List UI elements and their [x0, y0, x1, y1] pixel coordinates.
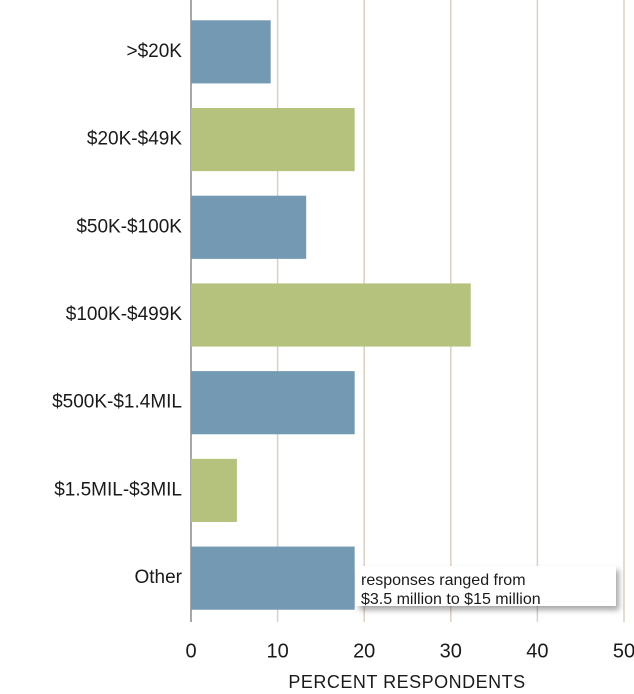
bar	[191, 371, 355, 435]
y-tick-label: $1.5MIL-$3MIL	[54, 479, 182, 500]
y-tick-label: $500K-$1.4MIL	[52, 392, 182, 413]
x-axis-label: PERCENT RESPONDENTS	[288, 672, 525, 692]
x-tick-label: 10	[266, 640, 288, 662]
y-tick-label: $50K-$100K	[76, 216, 182, 237]
bar	[191, 107, 355, 172]
y-tick-label: $20K-$49K	[87, 129, 182, 150]
annotation-text: responses ranged from	[361, 572, 526, 589]
annotation-text: $3.5 million to $15 million	[361, 591, 541, 608]
x-tick-label: 30	[440, 640, 462, 662]
y-tick-label: >$20K	[127, 41, 183, 62]
x-tick-label: 40	[526, 640, 548, 662]
bar	[191, 283, 471, 347]
y-tick-label: $100K-$499K	[66, 304, 183, 325]
bar	[191, 20, 271, 84]
bar	[191, 195, 307, 259]
bar	[191, 458, 237, 523]
x-tick-label: 20	[353, 640, 375, 662]
y-tick-label: Other	[134, 567, 182, 588]
bar	[191, 546, 355, 610]
annotation-box	[356, 566, 616, 606]
x-tick-label: 50	[613, 640, 634, 662]
x-tick-label: 0	[185, 640, 196, 662]
